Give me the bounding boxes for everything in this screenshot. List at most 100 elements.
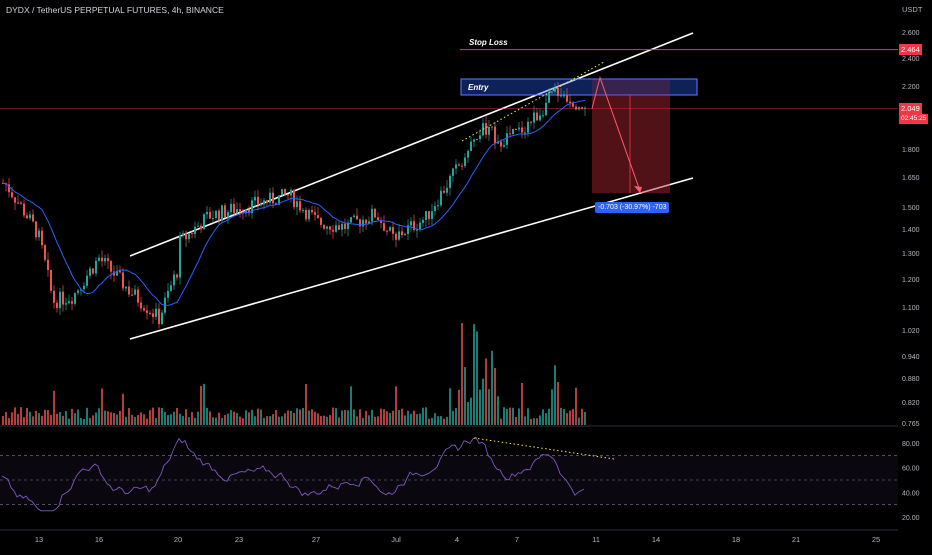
candle-body	[245, 209, 247, 214]
price-axis-tick: 1.300	[902, 251, 920, 258]
candle-body	[425, 211, 427, 220]
candle-body	[347, 222, 349, 229]
volume-bar	[458, 389, 460, 425]
volume-bar	[20, 407, 22, 425]
risk-zone	[592, 79, 670, 95]
candle-body	[62, 291, 64, 305]
volume-bar	[416, 414, 418, 425]
rsi-line	[1, 436, 585, 512]
volume-bar	[350, 386, 352, 425]
volume-bar	[167, 414, 169, 425]
volume-bar	[11, 412, 13, 425]
candle-body	[431, 211, 433, 219]
volume-bar	[17, 413, 19, 425]
volume-bar	[512, 407, 514, 425]
candle-body	[197, 225, 199, 227]
candle-body	[398, 231, 400, 240]
volume-bar	[395, 386, 397, 425]
candle-body	[53, 290, 55, 303]
candle-body	[578, 107, 580, 110]
candle-body	[272, 192, 274, 204]
volume-bar	[500, 418, 502, 425]
volume-bar	[296, 408, 298, 425]
volume-bar	[197, 411, 199, 425]
volume-bar	[578, 417, 580, 425]
volume-bar	[230, 410, 232, 425]
volume-bar	[362, 417, 364, 425]
volume-bar	[128, 408, 130, 425]
volume-bar	[131, 414, 133, 425]
candle-body	[116, 270, 118, 276]
candle-body	[185, 233, 187, 240]
candle-body	[464, 157, 466, 167]
volume-bar	[23, 417, 25, 425]
candle-body	[545, 102, 547, 116]
volume-bar	[473, 324, 475, 425]
volume-bar	[407, 410, 409, 425]
candle-body	[407, 225, 409, 234]
volume-bar	[332, 407, 334, 425]
volume-bar	[71, 408, 73, 425]
candle-body	[572, 103, 574, 107]
chart-symbol-title[interactable]: DYDX / TetherUS PERPETUAL FUTURES, 4h, B…	[6, 5, 224, 15]
candle-body	[353, 215, 355, 218]
volume-bar	[248, 412, 250, 425]
candle-body	[416, 229, 418, 231]
candle-body	[41, 230, 43, 246]
volume-bar	[149, 410, 151, 425]
candle-body	[443, 190, 445, 193]
candle-body	[119, 270, 121, 273]
candle-body	[491, 126, 493, 128]
candle-body	[215, 210, 217, 218]
candle-body	[476, 138, 478, 140]
projection-path	[591, 75, 641, 192]
candle-body	[329, 226, 331, 230]
volume-bar	[32, 416, 34, 425]
candle-body	[44, 245, 46, 260]
candle-body	[179, 235, 181, 278]
volume-bar	[290, 411, 292, 425]
candle-body	[524, 132, 526, 134]
price-axis-tick: 0.765	[902, 421, 920, 428]
volume-bar	[575, 387, 577, 425]
candle-body	[95, 260, 97, 274]
volume-bar	[434, 413, 436, 425]
measure-label[interactable]: -0.703 (-30.97%) -703	[595, 202, 670, 213]
volume-bar	[470, 397, 472, 425]
candle-body	[110, 260, 112, 272]
volume-bar	[200, 385, 202, 425]
volume-bar	[170, 414, 172, 425]
candle-body	[386, 230, 388, 232]
candle-body	[488, 127, 490, 135]
candle-body	[173, 274, 175, 286]
candle-body	[368, 221, 370, 224]
candle-body	[239, 209, 241, 213]
time-axis-label: 23	[235, 535, 243, 544]
candle-body	[269, 192, 271, 203]
volume-bar	[551, 389, 553, 425]
volume-bar	[53, 390, 55, 425]
entry-zone	[460, 78, 698, 96]
volume-bar	[191, 412, 193, 425]
volume-bar	[161, 407, 163, 425]
candle-body	[146, 310, 148, 313]
volume-bar	[29, 411, 31, 425]
volume-bar	[293, 412, 295, 425]
volume-bar	[44, 409, 46, 425]
volume-bar	[323, 415, 325, 425]
candle-body	[89, 268, 91, 276]
volume-bar	[50, 414, 52, 425]
candle-body	[410, 221, 412, 226]
volume-bar	[341, 410, 343, 425]
volume-bar	[218, 412, 220, 425]
candle-body	[548, 92, 550, 103]
volume-bar	[227, 413, 229, 425]
price-axis-tick: 0.880	[902, 376, 920, 383]
price-axis-tick: 0.940	[902, 354, 920, 361]
volume-bar	[281, 416, 283, 425]
candle-body	[203, 214, 205, 230]
volume-bar	[206, 408, 208, 425]
volume-bar	[179, 413, 181, 425]
